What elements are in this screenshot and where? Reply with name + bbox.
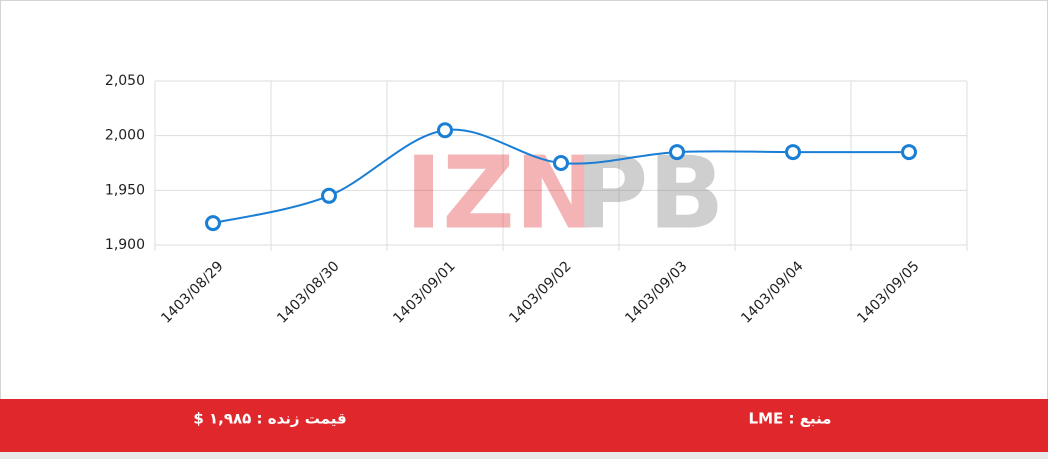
footer-source: منبع : LME: [749, 410, 832, 428]
watermark-red: IZN: [405, 134, 598, 251]
watermark-gray: PB: [575, 134, 725, 251]
footer-price: قیمت زنده : ۱,۹۸۵ $: [193, 410, 346, 428]
point: [321, 187, 337, 204]
point: [437, 122, 453, 139]
point: [901, 144, 917, 161]
point: [669, 144, 685, 161]
plot: [154, 80, 968, 251]
bottom-strip: [0, 452, 1048, 459]
watermark: IZN PB: [405, 134, 725, 251]
y-tick-label: 1,950: [105, 182, 145, 198]
point: [785, 144, 801, 161]
y-tick-label: 2,000: [105, 128, 145, 144]
point: [205, 215, 221, 232]
y-tick-label: 1,900: [105, 237, 145, 253]
footer-bar: [0, 399, 1048, 452]
point: [553, 155, 569, 171]
y-tick-label: 2,050: [105, 73, 145, 89]
